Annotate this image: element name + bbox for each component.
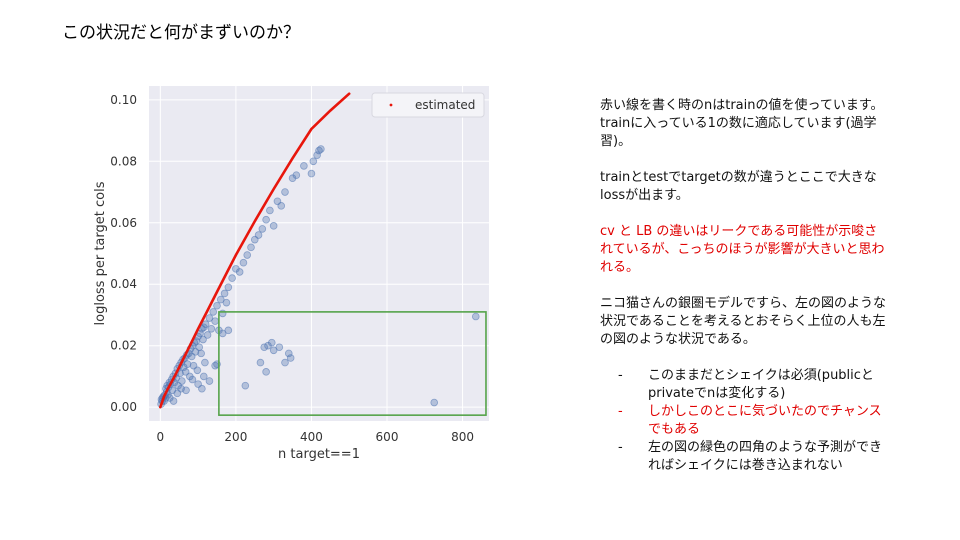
legend-label: estimated <box>415 98 475 112</box>
data-point <box>199 372 208 381</box>
data-point <box>181 368 190 376</box>
data-point <box>205 377 214 385</box>
note-bullets: - このままだとシェイクは必須(publicとprivateでnは変化する) -し… <box>600 367 890 475</box>
legend-marker <box>389 103 393 107</box>
data-point <box>239 258 248 267</box>
data-point <box>286 354 295 362</box>
note-paragraph-2: trainとtestでtargetの数が違うとここで大きなlossが出ます。 <box>600 170 877 203</box>
data-point <box>169 397 178 405</box>
data-point <box>254 231 263 239</box>
data-point <box>260 343 269 352</box>
x-tick-label: 200 <box>224 430 247 444</box>
bullet-item-3: - 左の図の緑色の四角のような予測ができればシェイクには巻き込まれない <box>618 440 883 473</box>
data-point <box>222 298 231 307</box>
data-point <box>207 324 216 333</box>
y-axis-label: logloss per target cols <box>93 181 108 325</box>
bullet-dash: - <box>618 440 623 455</box>
data-point <box>247 243 255 252</box>
data-point <box>313 151 321 159</box>
data-point <box>277 202 286 210</box>
data-point <box>266 206 274 215</box>
data-point <box>178 377 186 385</box>
data-point <box>267 338 276 347</box>
side-notes: 赤い線を書く時のnはtrainの値を使っています。trainに入っている1の数に… <box>600 97 890 475</box>
data-point <box>256 358 265 367</box>
data-point <box>300 162 308 170</box>
data-point <box>235 268 244 276</box>
x-tick-label: 600 <box>376 430 399 444</box>
x-tick-label: 400 <box>300 430 323 444</box>
data-point <box>471 312 480 321</box>
bullet-item-1: - このままだとシェイクは必須(publicとprivateでnは変化する) <box>618 368 874 401</box>
data-point <box>218 309 227 318</box>
data-point <box>241 381 250 390</box>
data-point <box>262 368 270 376</box>
plot-area <box>149 86 489 421</box>
data-point <box>213 301 221 310</box>
data-point <box>201 358 209 367</box>
x-tick-label: 800 <box>451 430 474 444</box>
estimated-line <box>159 92 351 409</box>
data-point <box>199 335 207 344</box>
data-point <box>281 188 289 196</box>
data-point <box>201 320 210 328</box>
data-point <box>430 398 439 407</box>
scatter-chart: 0.00 0.02 0.04 0.06 0.08 0.10 0 200 400 600 800 n t… <box>93 86 489 462</box>
bullet-item-2: - しかしこのとこに気づいたのでチャンスでもある <box>618 404 882 437</box>
data-point <box>284 349 293 358</box>
highlight-box <box>218 311 487 416</box>
data-point <box>203 331 212 339</box>
data-point <box>182 386 190 395</box>
legend-box <box>371 92 485 118</box>
data-point <box>258 225 267 233</box>
y-tick-label: 0.08 <box>110 154 137 168</box>
data-point <box>281 358 289 367</box>
data-point <box>243 251 252 259</box>
y-tick-label: 0.06 <box>110 216 137 230</box>
legend: estimated <box>371 92 485 118</box>
y-tick-label: 0.04 <box>110 277 137 291</box>
y-tick-label: 0.02 <box>110 339 137 353</box>
data-point <box>216 295 225 304</box>
data-point <box>269 346 278 355</box>
data-point <box>269 222 278 230</box>
note-paragraph-4: ニコ猫さんの銀圏モデルですら、左の図のような状況であることを考えるとおそらく上位… <box>600 296 887 347</box>
data-point <box>198 384 206 393</box>
bullet-dash: - <box>618 368 623 383</box>
y-tick-label: 0.00 <box>110 400 137 414</box>
data-point <box>193 366 202 375</box>
slide-title: この状況だと何がまずいのか？ <box>62 23 300 43</box>
data-point <box>183 360 192 368</box>
data-point <box>292 171 301 179</box>
note-paragraph-1: 赤い線を書く時のnはtrainの値を使っています。trainに入っている1の数に… <box>600 98 884 149</box>
data-point <box>220 289 229 298</box>
note-paragraph-3: cv と LB の違いはリークである可能性が示唆されているが、こっちのほうが影響… <box>600 224 885 275</box>
bullet-dash: - <box>618 404 623 419</box>
y-tick-label: 0.10 <box>110 93 137 107</box>
data-point <box>275 343 284 352</box>
data-point <box>197 349 205 358</box>
x-axis-label: n target==1 <box>278 447 360 462</box>
data-point <box>224 326 233 335</box>
data-point <box>307 169 316 178</box>
data-point <box>188 375 197 384</box>
data-point <box>262 215 270 224</box>
data-point <box>309 157 318 166</box>
data-point <box>205 314 214 322</box>
data-point <box>211 317 219 325</box>
data-point <box>317 145 325 153</box>
data-point <box>224 283 233 292</box>
data-point <box>228 274 236 282</box>
data-point <box>209 308 218 316</box>
x-tick-label: 0 <box>157 430 165 444</box>
